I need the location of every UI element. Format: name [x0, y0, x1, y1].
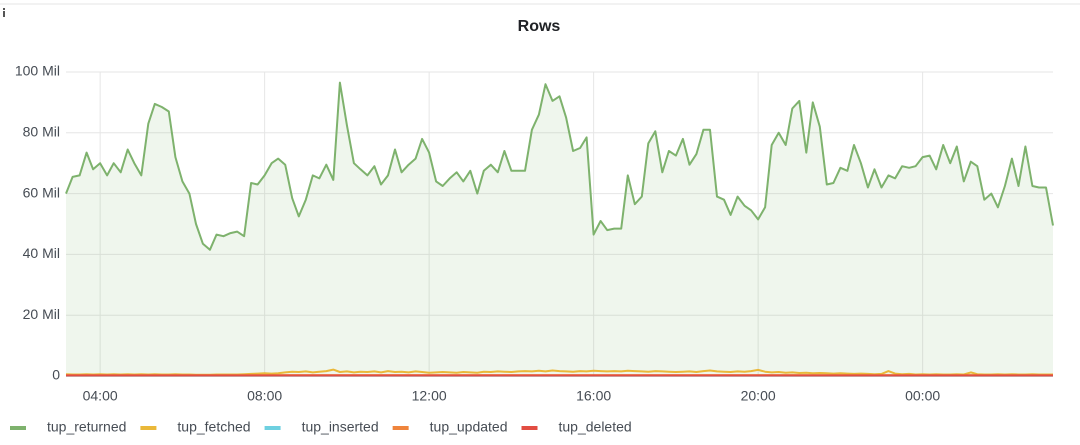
- series-area: [66, 82, 1053, 376]
- x-tick-label: 20:00: [741, 388, 776, 404]
- legend-label: tup_updated: [430, 419, 508, 435]
- legend-label: tup_inserted: [302, 419, 379, 435]
- info-icon: [3, 8, 5, 17]
- series-line: [65, 81, 1054, 251]
- legend-swatch: [392, 426, 409, 430]
- legend-label: tup_deleted: [559, 419, 632, 435]
- x-tick-label: 08:00: [247, 388, 282, 404]
- legend-swatch: [140, 426, 157, 430]
- legend-label: tup_fetched: [177, 419, 250, 435]
- legend-swatch: [264, 426, 281, 430]
- y-tick-label: 100 Mil: [15, 63, 60, 79]
- x-tick-label: 12:00: [412, 388, 447, 404]
- y-tick-label: 60 Mil: [23, 184, 60, 200]
- y-tick-label: 0: [52, 367, 60, 383]
- legend-swatch: [10, 426, 26, 430]
- x-tick-label: 16:00: [576, 388, 611, 404]
- legend-swatch: [521, 426, 538, 430]
- x-tick-label: 04:00: [83, 388, 118, 404]
- x-tick-label: 00:00: [905, 388, 940, 404]
- y-tick-label: 40 Mil: [23, 245, 60, 261]
- y-tick-label: 80 Mil: [23, 124, 60, 140]
- legend-label: tup_returned: [47, 419, 126, 435]
- chart-title: Rows: [518, 18, 561, 35]
- y-tick-label: 20 Mil: [23, 306, 60, 322]
